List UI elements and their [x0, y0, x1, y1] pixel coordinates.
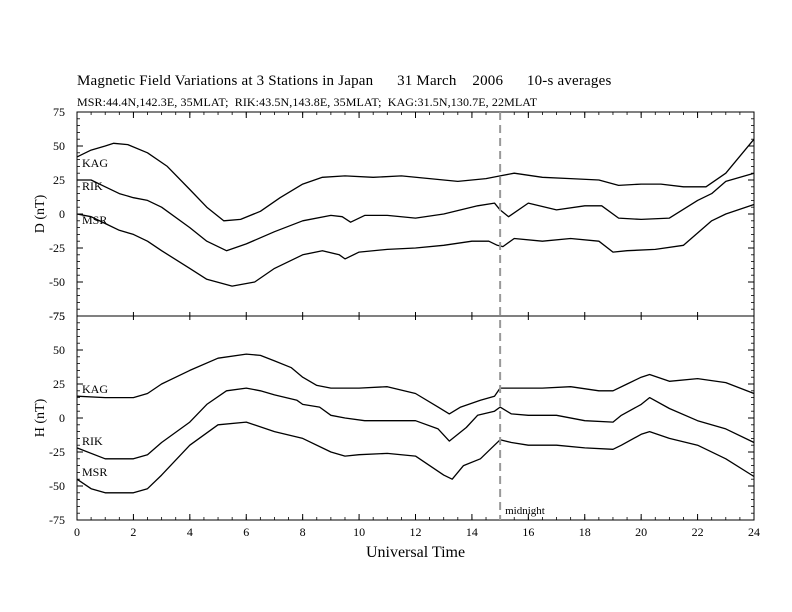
series-line-rik [76, 387, 755, 460]
x-tick-label: 22 [692, 525, 704, 539]
y-tick-label: 0 [59, 207, 65, 221]
x-tick-label: 12 [410, 525, 422, 539]
x-tick-label: 18 [579, 525, 591, 539]
y-tick-label: 75 [53, 309, 65, 323]
series-label-kag: KAG [82, 156, 108, 170]
midnight-label: midnight [505, 505, 545, 517]
x-tick-label: 4 [187, 525, 193, 539]
y-tick-label: 25 [53, 173, 65, 187]
series-line-msr [76, 421, 755, 494]
series-label-rik: RIK [82, 179, 103, 193]
y-tick-label: -25 [49, 445, 65, 459]
y-tick-label: 25 [53, 377, 65, 391]
y-tick-label: -25 [49, 241, 65, 255]
series-label-kag: KAG [82, 382, 108, 396]
x-tick-label: 10 [353, 525, 365, 539]
y-axis-label: H (nT) [33, 398, 48, 437]
series-line-kag [76, 138, 755, 222]
x-tick-label: 0 [74, 525, 80, 539]
series-line-rik [77, 172, 755, 252]
series-line-msr [76, 203, 755, 287]
midnight-marker: midnight [499, 112, 545, 520]
y-tick-label: -75 [49, 309, 65, 323]
y-tick-label: 50 [53, 343, 65, 357]
y-tick-label: -50 [49, 479, 65, 493]
y-tick-label: 0 [59, 411, 65, 425]
series-line-kag [76, 353, 755, 415]
x-tick-label: 8 [300, 525, 306, 539]
y-axis-label: D (nT) [33, 194, 48, 233]
y-tick-label: 50 [53, 139, 65, 153]
series-label-msr: MSR [82, 213, 107, 227]
chart-subtitle: MSR:44.4N,142.3E, 35MLAT; RIK:43.5N,143.… [77, 95, 538, 109]
x-tick-label: 24 [748, 525, 760, 539]
x-axis-label: Universal Time [366, 544, 465, 561]
x-tick-label: 16 [522, 525, 534, 539]
x-tick-label: 14 [466, 525, 478, 539]
series-label-msr: MSR [82, 465, 107, 479]
x-tick-label: 20 [635, 525, 647, 539]
chart-title: Magnetic Field Variations at 3 Stations … [77, 73, 612, 89]
y-tick-label: 75 [53, 105, 65, 119]
panel-h: 75 50 25 0 -25 -50 -75 H (nT) KAG RIK MSR [33, 309, 755, 527]
panel-d: 75 50 25 0 -25 -50 -75 D (nT) KAG RIK MSR [33, 105, 755, 323]
x-tick-label: 2 [130, 525, 136, 539]
plot-frame [76, 315, 755, 521]
plot-frame [76, 111, 755, 317]
series-label-rik: RIK [82, 434, 103, 448]
y-tick-label: -50 [49, 275, 65, 289]
y-tick-label: -75 [49, 513, 65, 527]
x-tick-label: 6 [243, 525, 249, 539]
